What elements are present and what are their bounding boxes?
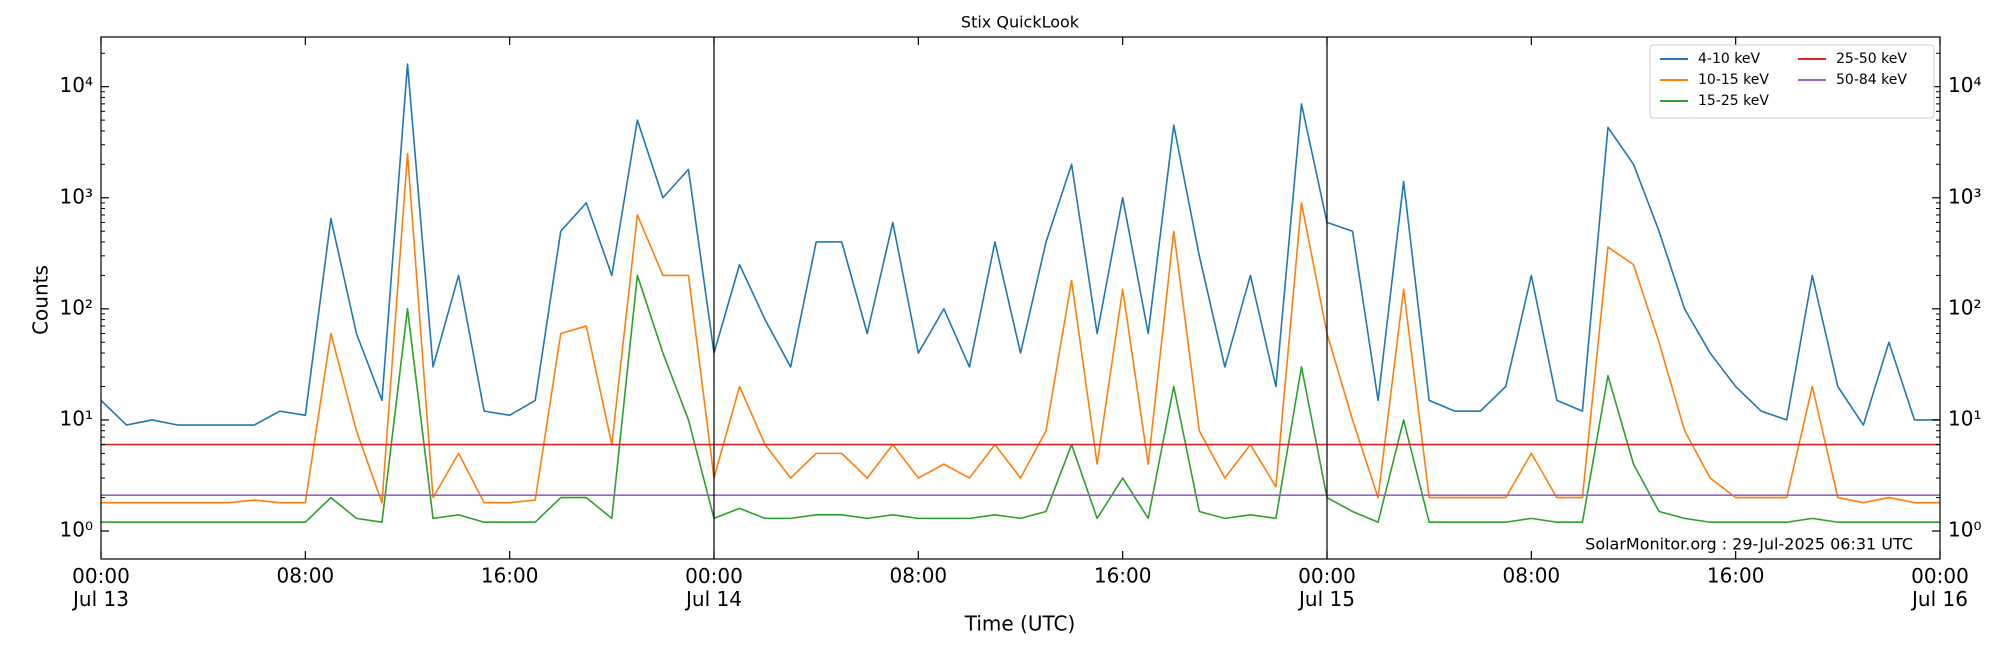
legend-label: 15-25 keV [1698, 93, 1769, 109]
y2-tick-label: 10¹ [1948, 406, 1981, 430]
annotation: SolarMonitor.org : 29-Jul-2025 06:31 UTC [1585, 535, 1913, 554]
x-tick-label: 08:00 [277, 564, 335, 588]
y-axis-label: Counts [29, 265, 53, 335]
y2-tick-label: 10² [1948, 295, 1981, 319]
y2-tick-label: 10³ [1948, 184, 1981, 208]
x-tick-label: 00:00 Jul 14 [684, 564, 743, 611]
series-line [101, 63, 1940, 426]
x-tick-label: 00:00 Jul 16 [1910, 564, 1969, 611]
legend-label: 25-50 keV [1836, 51, 1907, 67]
x-tick-label: 16:00 [1707, 564, 1765, 588]
y-tick-label: 10¹ [60, 406, 93, 430]
x-tick-label: 16:00 [1094, 564, 1152, 588]
y-tick-label: 10² [60, 295, 93, 319]
chart-title: Stix QuickLook [961, 13, 1080, 32]
y-tick-label: 10⁴ [60, 73, 93, 97]
x-tick-label: 00:00 Jul 13 [71, 564, 130, 611]
y2-tick-label: 10⁴ [1948, 73, 1981, 97]
legend-box [1649, 44, 1935, 119]
series-line [101, 274, 1940, 524]
x-tick-label: 08:00 [1503, 564, 1561, 588]
y-tick-label: 10⁰ [60, 518, 93, 542]
x-tick-label: 00:00 Jul 15 [1297, 564, 1356, 611]
x-tick-label: 16:00 [481, 564, 539, 588]
plot-frame [100, 36, 1941, 560]
y-tick-label: 10³ [60, 184, 93, 208]
legend-label: 50-84 keV [1836, 72, 1907, 88]
series-line [101, 152, 1940, 504]
legend-label: 10-15 keV [1698, 72, 1769, 88]
x-axis-label: Time (UTC) [964, 612, 1076, 636]
y2-tick-label: 10⁰ [1948, 518, 1981, 542]
series-group [101, 63, 1940, 524]
legend-label: 4-10 keV [1698, 51, 1760, 67]
x-tick-label: 08:00 [890, 564, 948, 588]
